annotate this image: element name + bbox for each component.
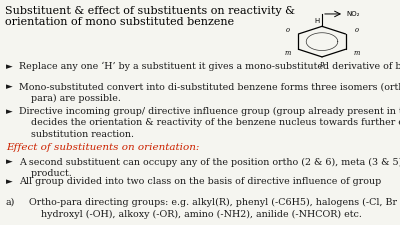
Text: Replace any one ‘H’ by a substituent it gives a mono-substituted derivative of b: Replace any one ‘H’ by a substituent it … xyxy=(19,62,400,71)
Text: orientation of mono substituted benzene: orientation of mono substituted benzene xyxy=(5,17,234,27)
Text: All group divided into two class on the basis of directive influence of group: All group divided into two class on the … xyxy=(19,177,382,186)
Text: a): a) xyxy=(6,198,15,207)
Text: H: H xyxy=(314,18,320,24)
Text: Substituent & effect of substituents on reactivity &: Substituent & effect of substituents on … xyxy=(5,6,295,16)
Text: ►: ► xyxy=(6,158,13,166)
Text: m: m xyxy=(354,49,360,57)
Text: m: m xyxy=(284,49,290,57)
Text: Directive incoming group/ directive influence group (group already present in th: Directive incoming group/ directive infl… xyxy=(19,107,400,139)
Text: o: o xyxy=(285,26,289,34)
Text: ►: ► xyxy=(6,62,13,71)
Text: o: o xyxy=(355,26,359,34)
Text: Mono-substituted convert into di-substituted benzene forms three isomers (ortho,: Mono-substituted convert into di-substit… xyxy=(19,82,400,103)
Text: A second substituent can occupy any of the position ortho (2 & 6), meta (3 & 5),: A second substituent can occupy any of t… xyxy=(19,158,400,178)
Text: Effect of substituents on orientation:: Effect of substituents on orientation: xyxy=(6,143,199,152)
Text: p: p xyxy=(320,60,324,68)
Text: ►: ► xyxy=(6,177,13,186)
Text: ►: ► xyxy=(6,107,13,116)
Text: ►: ► xyxy=(6,82,13,91)
Text: NO₂: NO₂ xyxy=(347,11,360,17)
Text: Ortho-para directing groups: e.g. alkyl(R), phenyl (-C6H5), halogens (-Cl, Br et: Ortho-para directing groups: e.g. alkyl(… xyxy=(29,198,400,219)
